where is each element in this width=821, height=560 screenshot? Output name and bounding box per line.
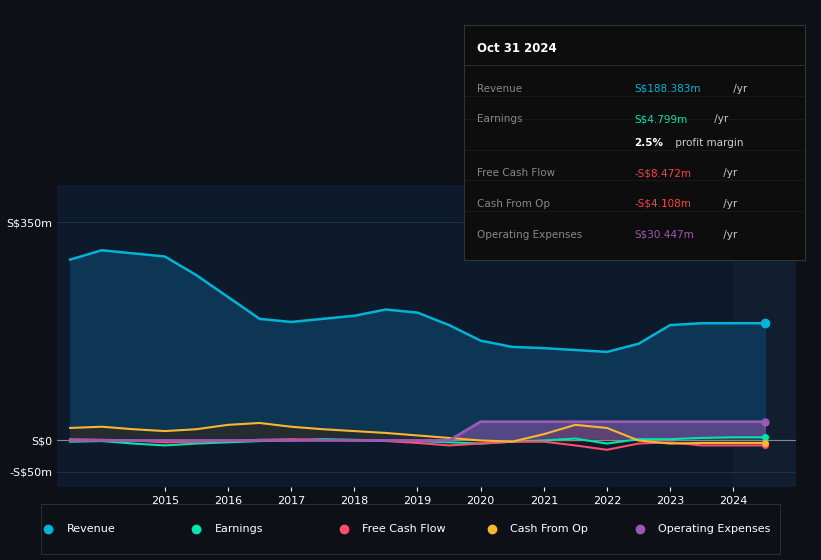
Text: Operating Expenses: Operating Expenses [658, 524, 770, 534]
Text: profit margin: profit margin [672, 138, 744, 148]
Text: Free Cash Flow: Free Cash Flow [363, 524, 446, 534]
Text: /yr: /yr [720, 169, 737, 179]
Text: /yr: /yr [720, 199, 737, 209]
Text: Cash From Op: Cash From Op [511, 524, 588, 534]
Text: -S$8.472m: -S$8.472m [635, 169, 691, 179]
Text: /yr: /yr [720, 230, 737, 240]
Text: Operating Expenses: Operating Expenses [478, 230, 583, 240]
Text: Cash From Op: Cash From Op [478, 199, 551, 209]
Text: S$4.799m: S$4.799m [635, 114, 687, 124]
Text: Earnings: Earnings [215, 524, 264, 534]
Text: Earnings: Earnings [478, 114, 523, 124]
Text: Oct 31 2024: Oct 31 2024 [478, 41, 557, 55]
Text: S$188.383m: S$188.383m [635, 83, 700, 94]
Text: 2.5%: 2.5% [635, 138, 663, 148]
Text: Revenue: Revenue [478, 83, 523, 94]
Text: /yr: /yr [710, 114, 727, 124]
Text: /yr: /yr [730, 83, 747, 94]
Text: S$30.447m: S$30.447m [635, 230, 694, 240]
Text: Free Cash Flow: Free Cash Flow [478, 169, 556, 179]
Text: Revenue: Revenue [67, 524, 116, 534]
Text: -S$4.108m: -S$4.108m [635, 199, 691, 209]
Bar [733, 185, 796, 487]
